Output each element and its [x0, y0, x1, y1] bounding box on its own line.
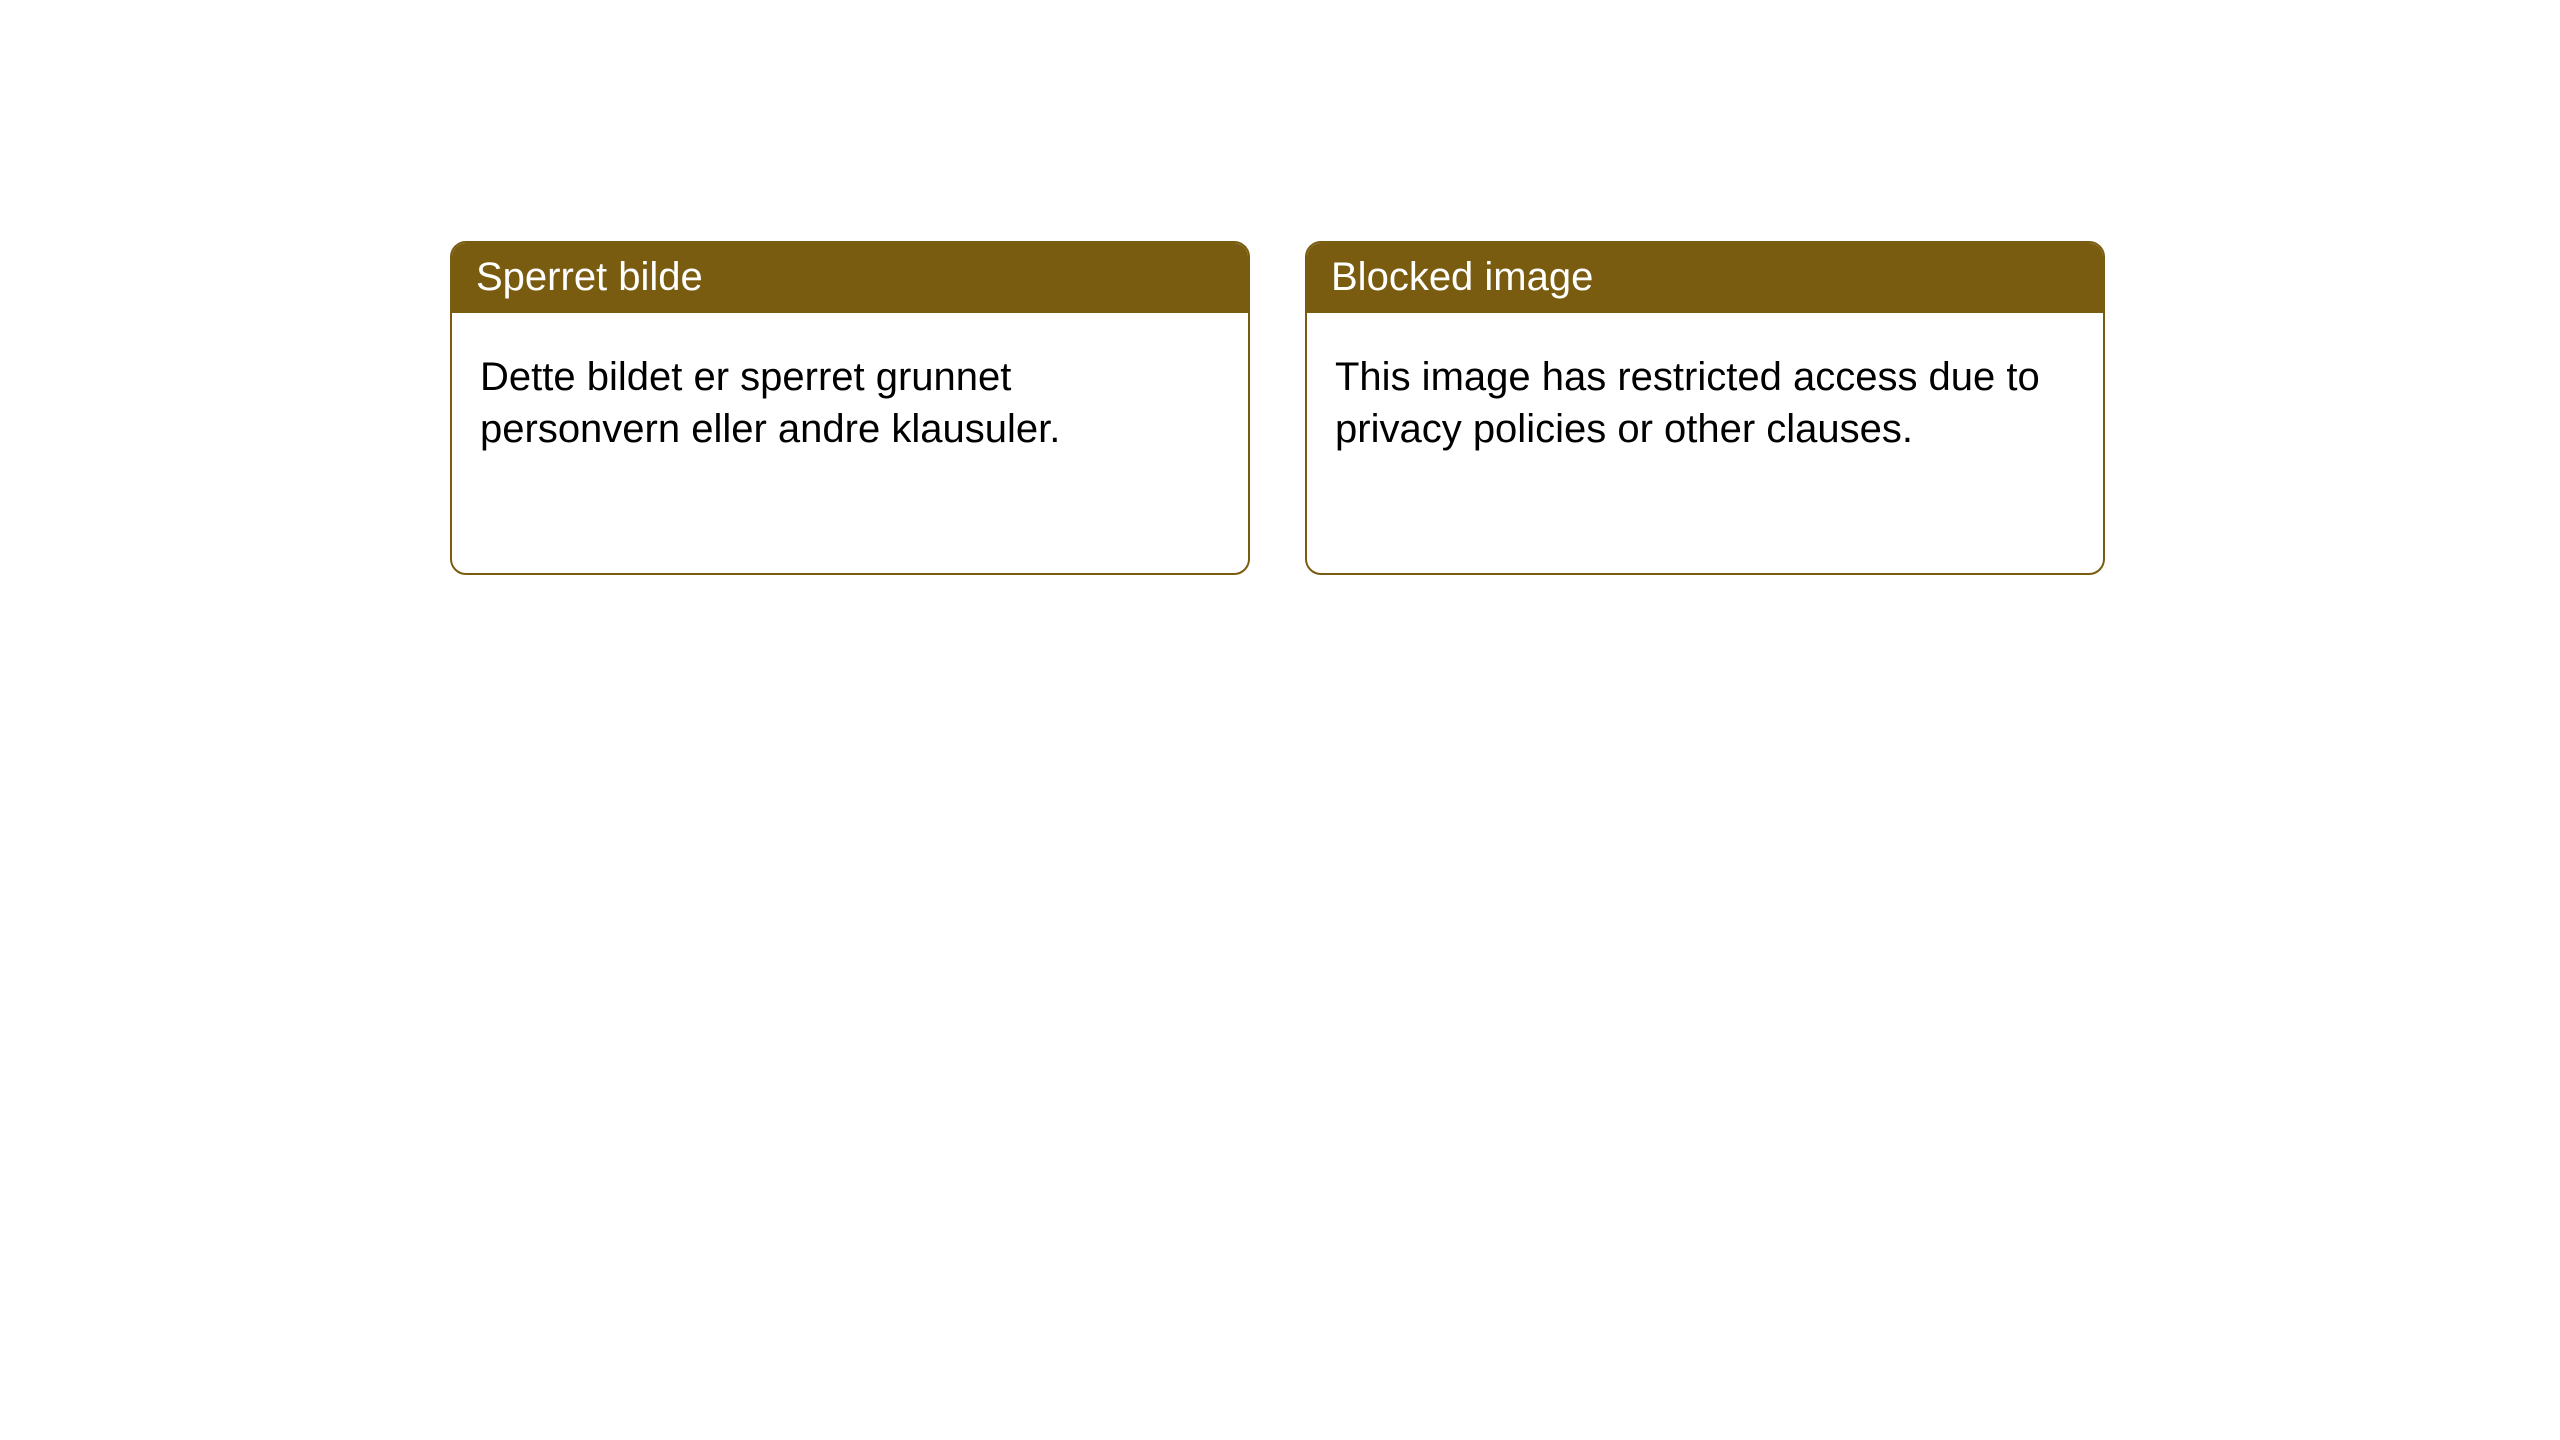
notice-card-norwegian: Sperret bilde Dette bildet er sperret gr… — [450, 241, 1250, 575]
notice-card-english: Blocked image This image has restricted … — [1305, 241, 2105, 575]
notice-container: Sperret bilde Dette bildet er sperret gr… — [450, 241, 2105, 575]
notice-body: This image has restricted access due to … — [1307, 313, 2103, 483]
notice-header: Sperret bilde — [452, 243, 1248, 313]
notice-header: Blocked image — [1307, 243, 2103, 313]
notice-body: Dette bildet er sperret grunnet personve… — [452, 313, 1248, 483]
